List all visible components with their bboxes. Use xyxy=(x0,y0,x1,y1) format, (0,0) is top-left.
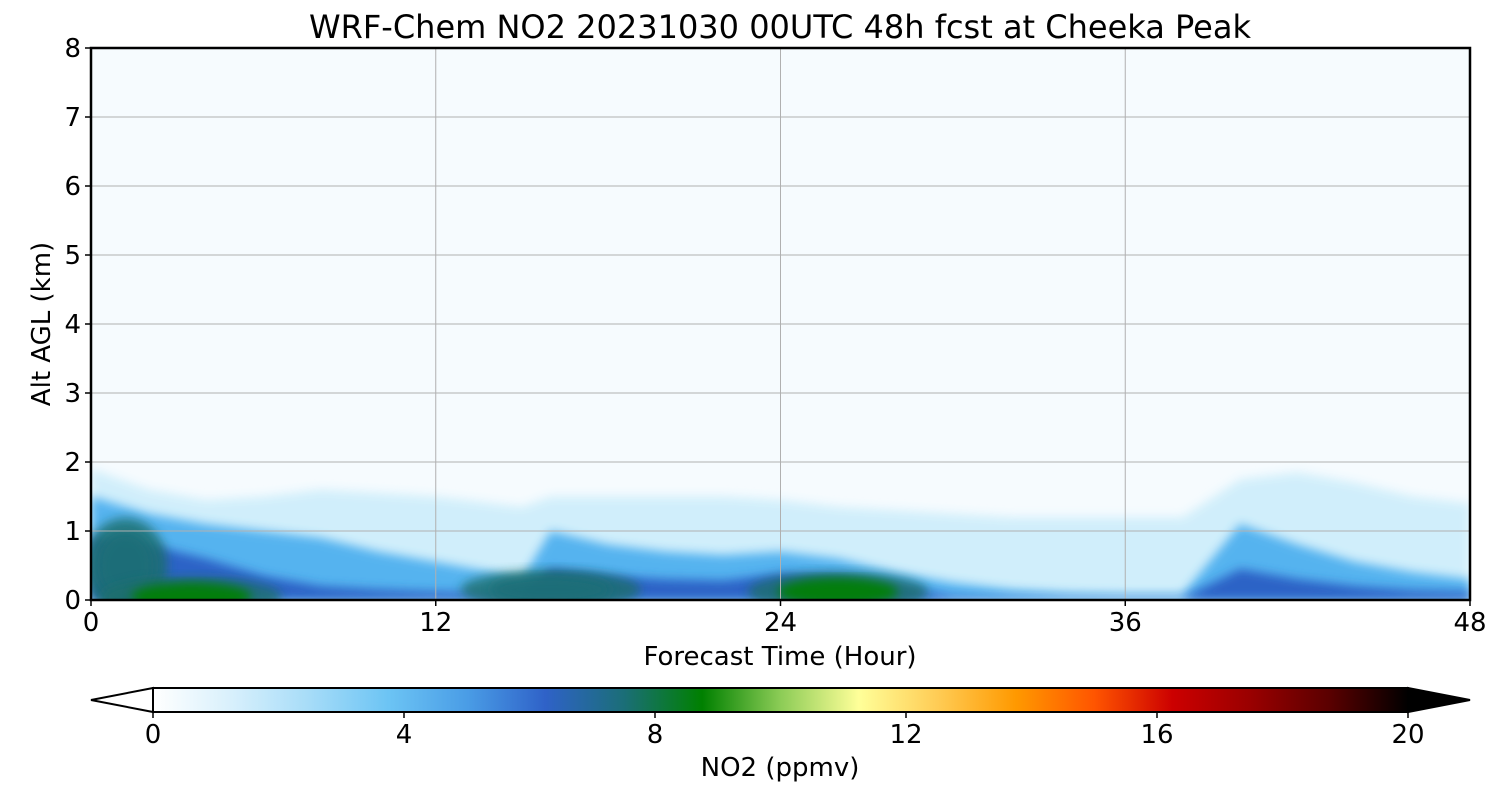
plot-area xyxy=(89,46,1472,602)
colorbar-frame xyxy=(152,687,1409,713)
colorbar-ticks: 0 4 8 12 16 20 xyxy=(145,712,1425,750)
colorbar-tick-label-4: 16 xyxy=(1140,720,1173,750)
no2-core-3 xyxy=(490,575,611,600)
y-tick-label-8: 8 xyxy=(64,34,81,64)
colorbar-label: NO2 (ppmv) xyxy=(701,753,860,783)
colorbar: 0 4 8 12 16 20 NO2 (ppmv) xyxy=(90,686,1471,783)
colorbar-extend-high xyxy=(1407,686,1471,714)
colorbar-extend-low xyxy=(90,686,154,714)
x-axis: 0 12 24 36 48 xyxy=(83,600,1487,638)
x-tick-label-0: 0 xyxy=(83,608,100,638)
y-tick-label-3: 3 xyxy=(64,379,81,409)
y-tick-label-0: 0 xyxy=(64,586,81,616)
colorbar-tick-label-2: 8 xyxy=(647,720,664,750)
colorbar-tick-label-3: 12 xyxy=(889,720,922,750)
chart-title: WRF-Chem NO2 20231030 00UTC 48h fcst at … xyxy=(309,8,1251,46)
y-tick-label-1: 1 xyxy=(64,517,81,547)
x-tick-label-4: 48 xyxy=(1453,608,1486,638)
colorbar-tick-label-5: 20 xyxy=(1391,720,1424,750)
x-tick-label-2: 24 xyxy=(764,608,797,638)
y-axis: 0 1 2 3 4 5 6 7 8 xyxy=(64,34,91,616)
y-tick-label-7: 7 xyxy=(64,103,81,133)
no2-core-2 xyxy=(131,582,252,600)
colorbar-tick-label-0: 0 xyxy=(145,720,162,750)
y-tick-label-4: 4 xyxy=(64,310,81,340)
y-axis-label: Alt AGL (km) xyxy=(27,242,57,406)
y-tick-label-2: 2 xyxy=(64,448,81,478)
x-tick-label-1: 12 xyxy=(419,608,452,638)
y-tick-label-5: 5 xyxy=(64,241,81,271)
no2-core-4 xyxy=(777,577,898,600)
y-tick-label-6: 6 xyxy=(64,172,81,202)
colorbar-gradient xyxy=(153,688,1408,712)
x-tick-label-3: 36 xyxy=(1109,608,1142,638)
colorbar-tick-label-1: 4 xyxy=(396,720,413,750)
x-axis-label: Forecast Time (Hour) xyxy=(643,642,916,672)
